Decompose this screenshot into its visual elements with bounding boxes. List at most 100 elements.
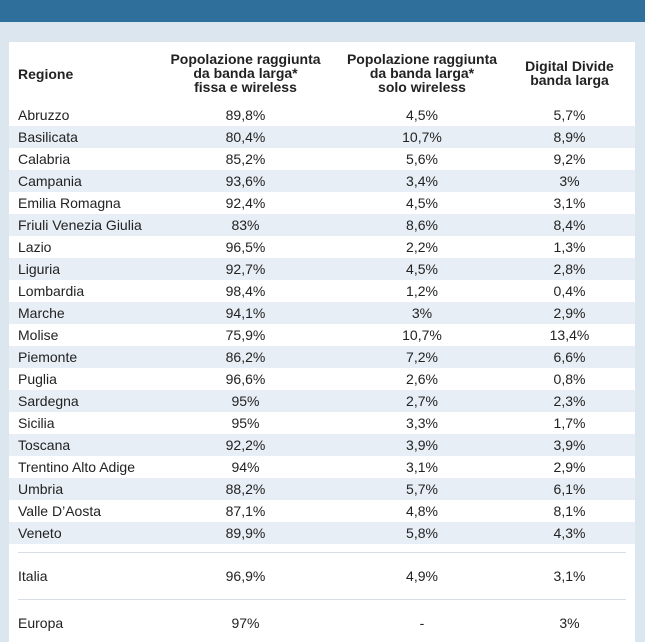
header-wireless-only-line-1: Popolazione raggiunta [346, 51, 498, 67]
digital-divide-value: 1,3% [553, 239, 586, 255]
fixed-wireless-value: 86,2% [151, 346, 340, 368]
table-row: Emilia Romagna 92,4% 4,5% 3,1% [9, 192, 635, 214]
region-name: Valle D’Aosta [18, 503, 102, 519]
digital-divide-value: 4,3% [504, 522, 635, 544]
row-divider [9, 599, 635, 600]
table-row: Calabria 85,2% 5,6% 9,2% [9, 148, 635, 170]
table-row: Sicilia 95% 3,3% 1,7% [9, 412, 635, 434]
fixed-wireless-value: 93,6% [151, 170, 340, 192]
region-name: Umbria [9, 478, 151, 500]
region-name: Sicilia [18, 415, 55, 431]
region-name: Marche [9, 302, 151, 324]
fixed-wireless-value: 87,1% [225, 503, 266, 519]
header-digital-divide-line-1: Digital Divide [525, 58, 614, 74]
region-name: Friuli Venezia Giulia [9, 214, 151, 236]
digital-divide-value: 8,9% [504, 126, 635, 148]
top-bar [0, 0, 645, 22]
region-name: Abruzzo [18, 107, 70, 123]
digital-divide-value: 3% [504, 170, 635, 192]
wireless-only-value: 5,7% [340, 478, 504, 500]
wireless-only-value: 8,6% [340, 214, 504, 236]
header-region: Regione [18, 66, 74, 82]
table-row: Puglia 96,6% 2,6% 0,8% [9, 368, 635, 390]
wireless-only-value: - [419, 615, 425, 631]
wireless-only-value: 4,5% [406, 195, 438, 211]
wireless-only-value: 3,3% [406, 415, 438, 431]
header-digital-divide-line-2: banda larga [530, 72, 609, 88]
table-row: Marche 94,1% 3% 2,9% [9, 302, 635, 324]
digital-divide-value: 0,4% [553, 283, 586, 299]
fixed-wireless-value: 95% [231, 415, 260, 431]
header-wireless-only: Popolazione raggiunta da banda larga* so… [340, 42, 504, 104]
italia-row: Italia 96,9% 4,9% 3,1% [9, 565, 635, 587]
wireless-only-value: 4,5% [340, 258, 504, 280]
wireless-only-value: 3% [340, 302, 504, 324]
digital-divide-value: 1,7% [553, 415, 586, 431]
header-fixed-wireless-line-2: da banda larga* [193, 65, 298, 81]
table-row: Toscana 92,2% 3,9% 3,9% [9, 434, 635, 456]
wireless-only-value: 10,7% [340, 126, 504, 148]
region-name: Veneto [9, 522, 151, 544]
digital-divide-value: 5,7% [553, 107, 586, 123]
table-row: Friuli Venezia Giulia 83% 8,6% 8,4% [9, 214, 635, 236]
fixed-wireless-value: 80,4% [151, 126, 340, 148]
europa-row: Europa 97% - 3% [9, 612, 635, 634]
table-row: Lazio 96,5% 2,2% 1,3% [9, 236, 635, 258]
region-name: Trentino Alto Adige [18, 459, 136, 475]
row-spacer [9, 553, 635, 565]
table-row: Abruzzo 89,8% 4,5% 5,7% [9, 104, 635, 126]
digital-divide-value: 0,8% [553, 371, 586, 387]
table-row: Basilicata 80,4% 10,7% 8,9% [9, 126, 635, 148]
fixed-wireless-value: 97% [231, 615, 260, 631]
wireless-only-value: 3,9% [340, 434, 504, 456]
header-fixed-wireless: Popolazione raggiunta da banda larga* fi… [151, 42, 340, 104]
wireless-only-value: 5,6% [406, 151, 438, 167]
table-row: Trentino Alto Adige 94% 3,1% 2,9% [9, 456, 635, 478]
fixed-wireless-value: 94% [231, 459, 260, 475]
row-gap [9, 544, 635, 552]
broadband-table: Regione Popolazione raggiunta da banda l… [9, 42, 635, 634]
digital-divide-value: 13,4% [549, 327, 590, 343]
digital-divide-value: 8,1% [553, 503, 586, 519]
fixed-wireless-value: 75,9% [225, 327, 266, 343]
wireless-only-value: 2,7% [340, 390, 504, 412]
wireless-only-value: 10,7% [402, 327, 442, 343]
table-row: Valle D’Aosta 87,1% 4,8% 8,1% [9, 500, 635, 522]
fixed-wireless-value: 96,5% [225, 239, 266, 255]
region-name: Liguria [9, 258, 151, 280]
digital-divide-value: 3,9% [504, 434, 635, 456]
region-name: Europa [18, 615, 64, 631]
digital-divide-value: 2,9% [553, 459, 586, 475]
wireless-only-value: 3,4% [340, 170, 504, 192]
digital-divide-value: 8,4% [504, 214, 635, 236]
table-row: Veneto 89,9% 5,8% 4,3% [9, 522, 635, 544]
table-row: Molise 75,9% 10,7% 13,4% [9, 324, 635, 346]
row-spacer [9, 600, 635, 612]
digital-divide-value: 3,1% [553, 195, 586, 211]
fixed-wireless-value: 83% [151, 214, 340, 236]
fixed-wireless-value: 96,9% [225, 568, 266, 584]
fixed-wireless-value: 89,9% [151, 522, 340, 544]
region-name: Calabria [18, 151, 71, 167]
wireless-only-value: 1,2% [406, 283, 438, 299]
region-name: Campania [9, 170, 151, 192]
region-name: Emilia Romagna [18, 195, 121, 211]
digital-divide-value: 2,8% [504, 258, 635, 280]
wireless-only-value: 5,8% [340, 522, 504, 544]
table-row: Lombardia 98,4% 1,2% 0,4% [9, 280, 635, 302]
fixed-wireless-value: 92,7% [151, 258, 340, 280]
header-wireless-only-line-3: solo wireless [378, 79, 466, 95]
digital-divide-value: 3% [559, 615, 580, 631]
wireless-only-value: 2,2% [406, 239, 438, 255]
region-name: Puglia [18, 371, 57, 387]
region-name: Basilicata [9, 126, 151, 148]
broadband-table-panel: Regione Popolazione raggiunta da banda l… [9, 42, 635, 642]
header-fixed-wireless-line-1: Popolazione raggiunta [170, 51, 321, 67]
digital-divide-value: 3,1% [553, 568, 586, 584]
row-spacer [9, 587, 635, 599]
fixed-wireless-value: 98,4% [225, 283, 266, 299]
fixed-wireless-value: 92,4% [225, 195, 266, 211]
wireless-only-value: 4,9% [406, 568, 438, 584]
table-row: Sardegna 95% 2,7% 2,3% [9, 390, 635, 412]
region-name: Molise [18, 327, 59, 343]
